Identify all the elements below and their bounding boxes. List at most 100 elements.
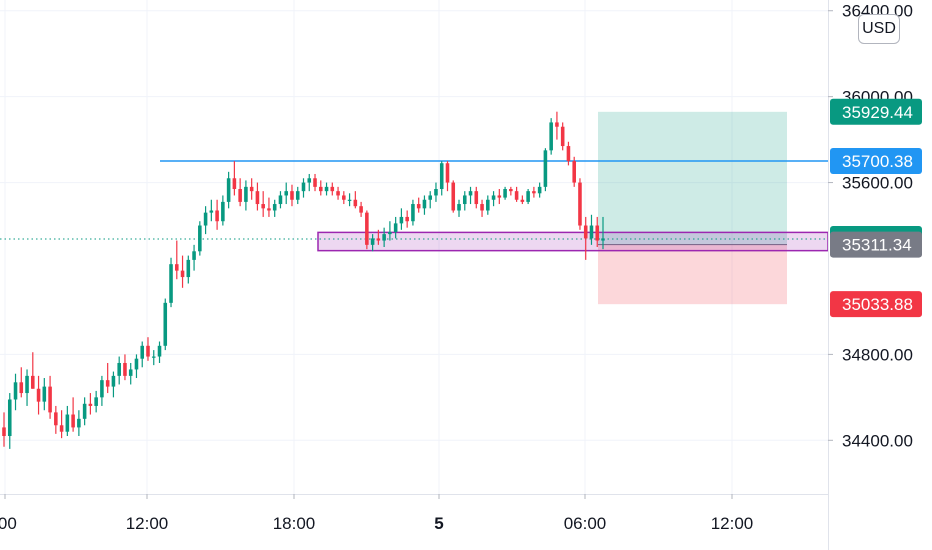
candle-body xyxy=(555,122,559,127)
candle xyxy=(7,393,12,449)
candle xyxy=(100,375,104,406)
candle-body xyxy=(209,210,214,213)
candle-body xyxy=(215,210,219,222)
candle-body xyxy=(31,375,35,389)
candle-body xyxy=(272,204,277,211)
candle xyxy=(128,362,133,385)
candle xyxy=(601,216,605,250)
candle xyxy=(480,199,484,217)
candle xyxy=(54,405,58,434)
candle xyxy=(295,186,300,205)
candle xyxy=(462,191,467,211)
candle-body xyxy=(290,191,294,200)
candle xyxy=(151,350,156,366)
candle xyxy=(543,148,548,192)
currency-badge[interactable]: USD xyxy=(858,14,900,44)
candle-body xyxy=(140,345,145,359)
candle xyxy=(117,356,121,385)
candle-body xyxy=(451,182,456,211)
candle-body xyxy=(365,212,369,245)
candle-body xyxy=(566,146,571,162)
candle xyxy=(514,186,519,202)
candle xyxy=(134,354,139,379)
candle-body xyxy=(301,182,306,192)
candle xyxy=(474,186,479,209)
candle xyxy=(526,189,530,205)
candle xyxy=(555,111,559,140)
candle xyxy=(186,255,191,284)
candle-body xyxy=(13,382,18,400)
candle xyxy=(123,354,127,381)
candle-body xyxy=(347,199,352,201)
candle xyxy=(434,182,438,202)
candle-body xyxy=(157,345,162,357)
candle-body xyxy=(198,225,202,252)
candle-body xyxy=(123,362,127,376)
candle xyxy=(393,216,398,239)
candle xyxy=(445,161,450,192)
candle xyxy=(532,186,536,198)
candle xyxy=(111,371,116,398)
candle-body xyxy=(25,375,29,394)
candle xyxy=(146,337,150,361)
candle xyxy=(163,298,168,351)
candle xyxy=(468,186,473,205)
candle-body xyxy=(439,163,444,190)
candle-body xyxy=(2,427,6,437)
candle-body xyxy=(376,238,381,241)
candle xyxy=(140,341,145,368)
candle-body xyxy=(324,186,329,192)
candle xyxy=(595,216,600,247)
candle-body xyxy=(532,191,536,194)
candle-body xyxy=(226,178,231,202)
candle-body xyxy=(342,195,346,200)
candle-body xyxy=(468,191,473,196)
price-tag: 35700.38 xyxy=(830,148,922,175)
candle xyxy=(336,186,340,200)
candle xyxy=(428,191,432,209)
candle xyxy=(77,410,81,437)
candle-body xyxy=(353,199,358,207)
x-tick-label: 12:00 xyxy=(711,514,754,533)
candle xyxy=(399,208,404,230)
y-tick-label: 35600.00 xyxy=(842,174,913,193)
candle xyxy=(169,257,173,308)
candle xyxy=(560,122,565,151)
candle-body xyxy=(100,380,104,398)
candle-body xyxy=(405,216,409,222)
candle-body xyxy=(434,189,438,196)
candle-body xyxy=(232,178,237,190)
candle-body xyxy=(589,225,594,239)
candle xyxy=(342,191,346,205)
price-tag: 35929.44 xyxy=(830,98,922,125)
candle-body xyxy=(336,191,340,196)
candles xyxy=(2,111,605,449)
candle-body xyxy=(169,264,173,303)
candle-body xyxy=(509,189,513,192)
candle xyxy=(509,186,513,196)
candle xyxy=(215,199,219,230)
price-tag-bg xyxy=(830,291,922,318)
candle-body xyxy=(48,386,52,413)
candle-body xyxy=(77,418,81,428)
price-tag: 35311.34 xyxy=(830,231,922,258)
candle-body xyxy=(526,191,530,202)
price-tag-bg xyxy=(830,148,922,175)
candle xyxy=(255,182,260,211)
y-tick-label: 34800.00 xyxy=(842,345,913,364)
candle xyxy=(537,182,542,198)
candle-body xyxy=(411,204,415,222)
candle-body xyxy=(486,199,490,211)
candle xyxy=(572,156,576,187)
candle-body xyxy=(491,195,496,200)
candle-body xyxy=(146,345,150,357)
candle xyxy=(457,199,461,217)
price-tag-label: 35700.38 xyxy=(842,152,913,171)
candle-body xyxy=(416,204,421,209)
candle xyxy=(566,141,571,166)
candle-body xyxy=(255,191,260,205)
candle xyxy=(578,178,582,230)
